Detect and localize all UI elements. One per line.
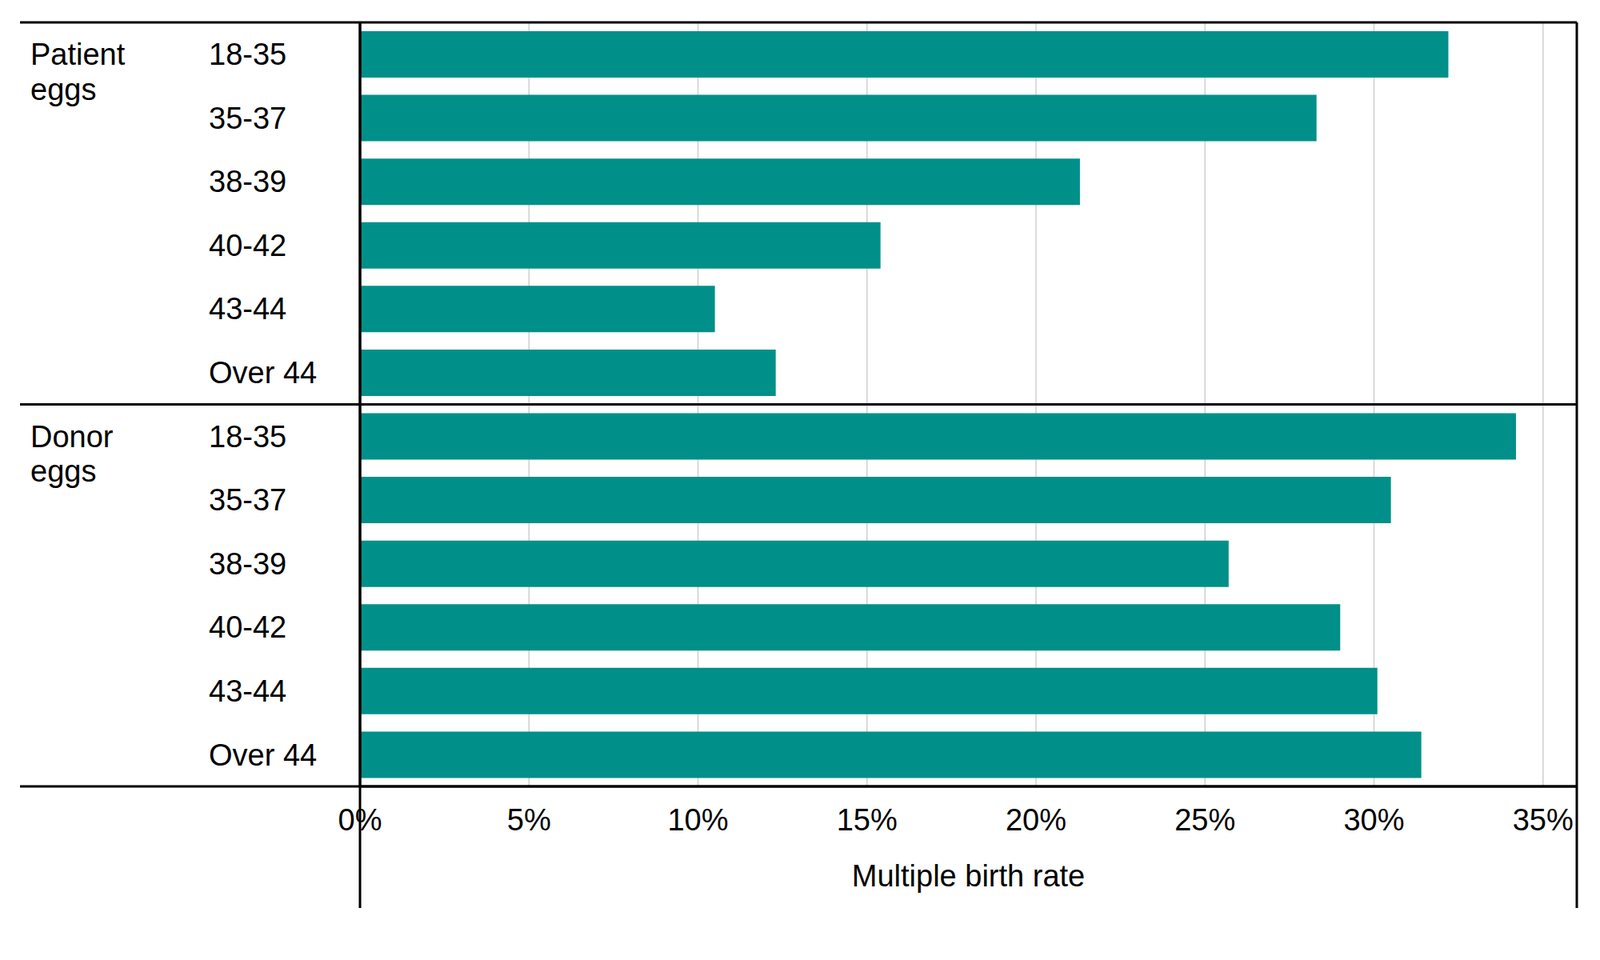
svg-text:40-42: 40-42	[208, 610, 287, 644]
svg-text:Over 44: Over 44	[208, 356, 317, 390]
svg-text:35-37: 35-37	[208, 483, 287, 517]
svg-text:Multiple birth rate: Multiple birth rate	[852, 859, 1085, 893]
svg-text:43-44: 43-44	[208, 674, 287, 708]
svg-text:Donoreggs: Donoreggs	[30, 420, 114, 489]
svg-text:25%: 25%	[1174, 803, 1236, 837]
svg-text:35-37: 35-37	[208, 101, 287, 136]
svg-text:40-42: 40-42	[208, 228, 287, 263]
svg-text:38-39: 38-39	[208, 547, 287, 581]
svg-text:Over 44: Over 44	[208, 738, 317, 772]
svg-text:43-44: 43-44	[208, 292, 287, 326]
svg-text:38-39: 38-39	[208, 164, 287, 199]
svg-text:0%: 0%	[338, 803, 382, 837]
svg-text:18-35: 18-35	[208, 37, 287, 72]
svg-text:30%: 30%	[1343, 803, 1404, 837]
svg-text:20%: 20%	[1005, 803, 1067, 837]
svg-text:35%: 35%	[1512, 803, 1574, 837]
svg-text:10%: 10%	[667, 803, 728, 837]
svg-text:15%: 15%	[836, 803, 898, 837]
svg-text:Patienteggs: Patienteggs	[30, 37, 126, 107]
svg-text:5%: 5%	[507, 803, 552, 837]
svg-text:18-35: 18-35	[208, 420, 287, 454]
